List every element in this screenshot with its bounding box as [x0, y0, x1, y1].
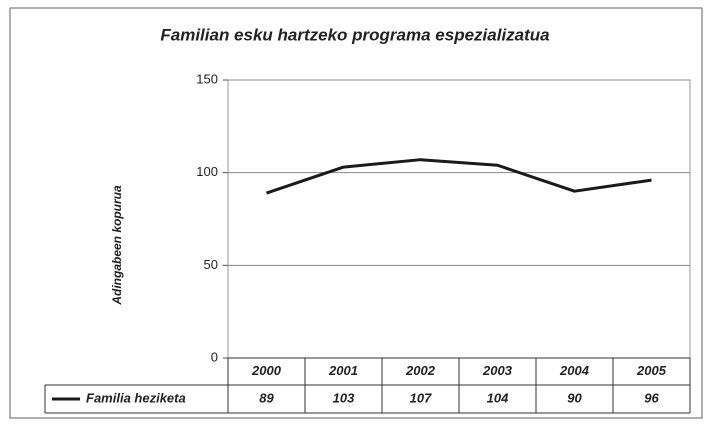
x-tick-label: 2003 — [482, 363, 513, 378]
y-tick-label: 0 — [211, 349, 218, 364]
data-label: 104 — [487, 390, 509, 405]
data-label: 107 — [410, 390, 432, 405]
line — [266, 158, 652, 195]
y-tick-label: 150 — [196, 71, 218, 86]
frame — [9, 7, 703, 419]
x-tick-label: 2002 — [405, 363, 436, 378]
y-tick-label: 50 — [204, 257, 218, 272]
legend-label: Familia heziketa — [86, 390, 186, 405]
data-label: 89 — [259, 390, 274, 405]
data-label: 96 — [644, 390, 659, 405]
x-tick-label: 2005 — [636, 363, 667, 378]
y-tick-label: 100 — [196, 164, 218, 179]
y-axis-label: Adingabeen kopurua — [110, 185, 124, 306]
x-tick-label: 2000 — [251, 363, 282, 378]
data-label: 90 — [567, 390, 582, 405]
chart-title: Familian esku hartzeko programa espezial… — [160, 25, 549, 44]
x-tick-label: 2004 — [559, 363, 590, 378]
data-label: 103 — [333, 390, 355, 405]
x-tick-label: 2001 — [328, 363, 358, 378]
